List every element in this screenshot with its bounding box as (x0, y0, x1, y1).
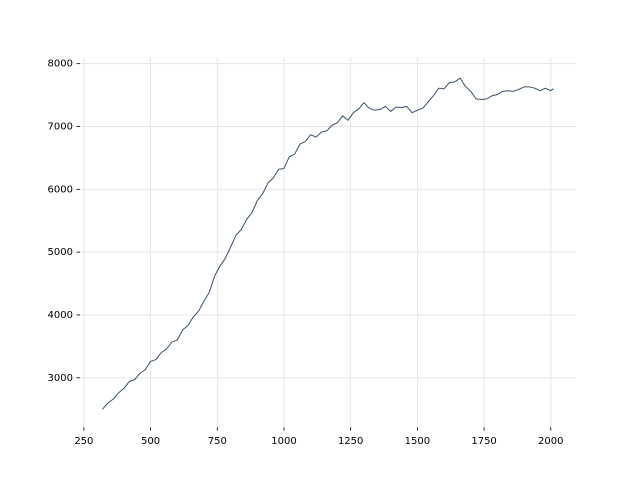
y-tick-label: 8000 (48, 59, 73, 70)
y-tick-label: 3000 (48, 373, 73, 384)
y-tick-label: 4000 (48, 310, 73, 321)
x-tick-label: 2000 (538, 436, 563, 447)
x-tick-label: 250 (74, 436, 93, 447)
data-line (102, 77, 554, 410)
x-tick-label: 1250 (338, 436, 363, 447)
x-tick-label: 500 (141, 436, 160, 447)
y-tick-label: 5000 (48, 247, 73, 258)
x-tick-label: 1750 (471, 436, 496, 447)
y-tick-label: 7000 (48, 122, 73, 133)
x-tick-label: 750 (208, 436, 227, 447)
y-tick-label: 6000 (48, 184, 73, 195)
x-tick-label: 1500 (405, 436, 430, 447)
x-tick-label: 1000 (271, 436, 296, 447)
